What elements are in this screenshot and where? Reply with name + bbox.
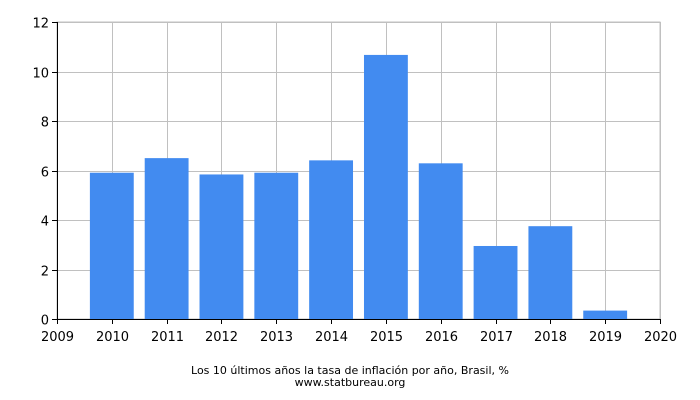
x-tick-label: 2018 bbox=[534, 330, 567, 345]
x-tick-labels: 2009 2010 2011 2012 2013 2014 2015 2016 2017 2018… bbox=[41, 330, 677, 345]
y-tick-label: 10 bbox=[32, 67, 49, 82]
bars bbox=[89, 54, 628, 319]
x-tick-label: 2014 bbox=[315, 330, 348, 345]
bar-2010 bbox=[89, 172, 134, 319]
y-tick-label: 0 bbox=[41, 314, 49, 329]
bar-2015 bbox=[363, 54, 408, 319]
bar-2016 bbox=[418, 163, 463, 319]
bar-2013 bbox=[254, 172, 299, 319]
y-tick-label: 6 bbox=[41, 166, 49, 181]
bar-2018 bbox=[528, 226, 573, 319]
y-tick-label: 12 bbox=[32, 17, 49, 32]
x-tick-label: 2020 bbox=[644, 330, 677, 345]
chart-title: Los 10 últimos años la tasa de inflación… bbox=[191, 364, 509, 377]
bar-2011 bbox=[144, 158, 189, 319]
x-tick-label: 2015 bbox=[370, 330, 403, 345]
x-tick-label: 2012 bbox=[205, 330, 238, 345]
y-tick-label: 2 bbox=[41, 265, 49, 280]
axes bbox=[52, 22, 661, 324]
x-tick-label: 2011 bbox=[151, 330, 184, 345]
x-tick-label: 2019 bbox=[589, 330, 622, 345]
x-tick-label: 2016 bbox=[425, 330, 458, 345]
bar-2017 bbox=[473, 245, 518, 319]
y-tick-label: 8 bbox=[41, 116, 49, 131]
y-tick-labels: 0 2 4 6 8 10 12 bbox=[32, 17, 49, 329]
bar-2019 bbox=[583, 310, 628, 319]
bar-2014 bbox=[309, 160, 354, 319]
x-tick-label: 2017 bbox=[480, 330, 513, 345]
x-tick-label: 2009 bbox=[41, 330, 74, 345]
x-tick-label: 2013 bbox=[260, 330, 293, 345]
x-tick-label: 2010 bbox=[96, 330, 129, 345]
bar-2012 bbox=[199, 174, 244, 319]
chart-source: www.statbureau.org bbox=[294, 376, 406, 389]
y-tick-label: 4 bbox=[41, 215, 49, 230]
